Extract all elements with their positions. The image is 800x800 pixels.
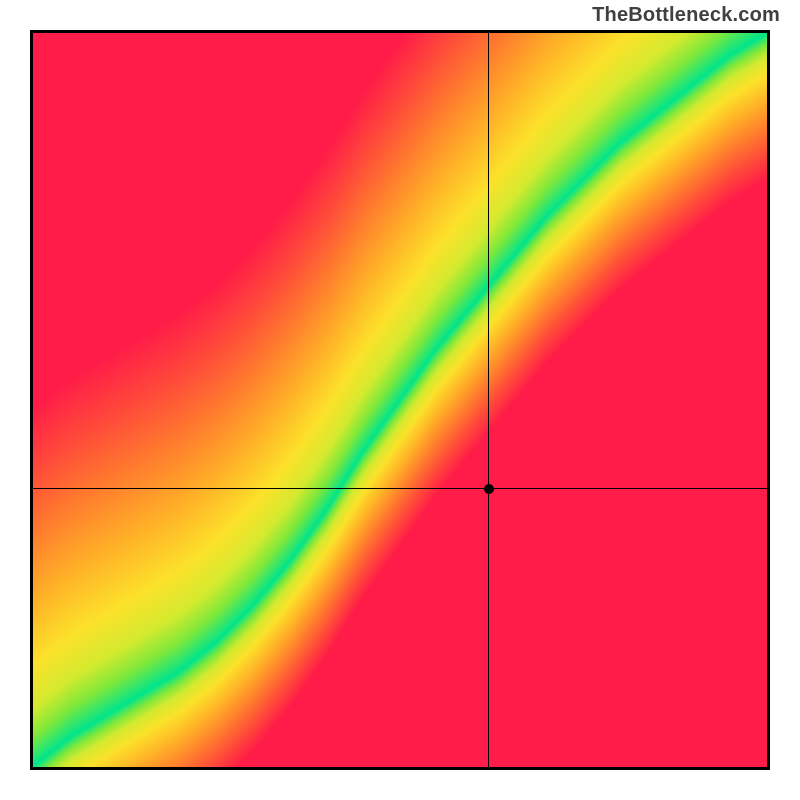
watermark-text: TheBottleneck.com [592, 4, 780, 27]
heatmap-canvas [33, 33, 767, 767]
page-root: { "watermark": { "text": "TheBottleneck.… [0, 0, 800, 800]
bottleneck-heatmap-chart [30, 30, 770, 770]
